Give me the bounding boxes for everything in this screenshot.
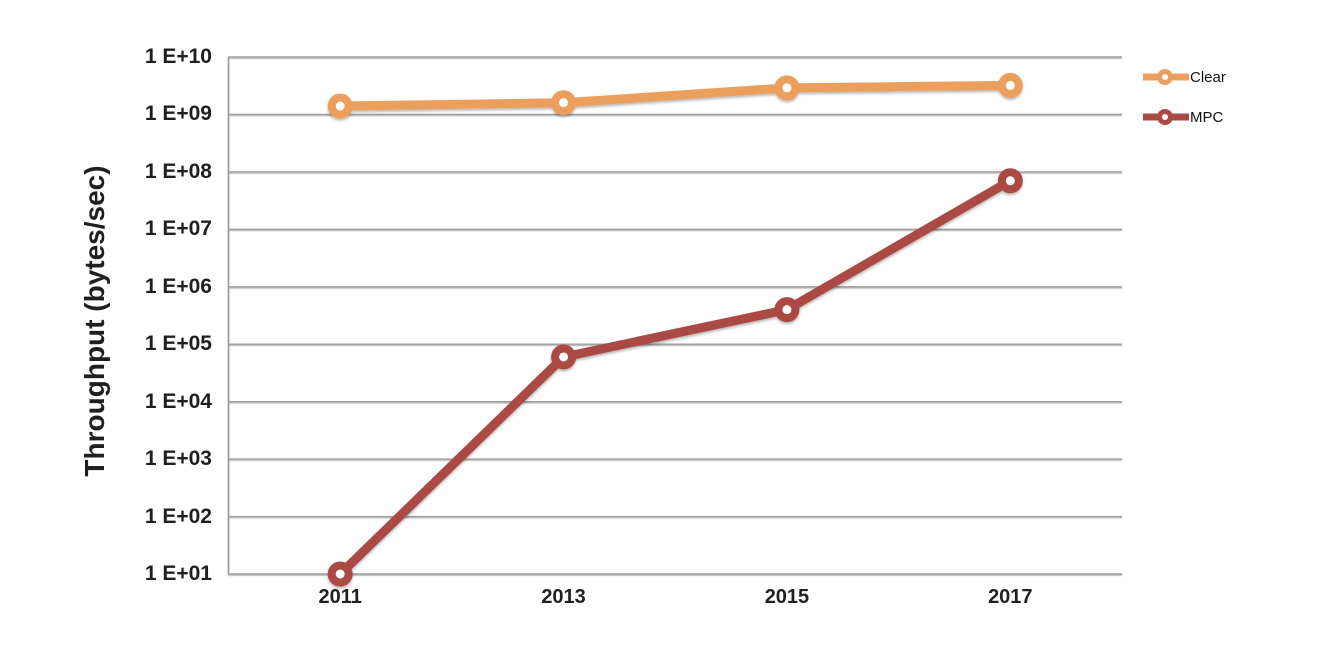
x-tick-label: 2013 (541, 586, 586, 608)
y-tick-label: 1 E+04 (144, 389, 212, 413)
data-point-mpc-2013 (551, 344, 577, 370)
y-tick-label: 1 E+10 (144, 45, 212, 68)
y-tick-label: 1 E+03 (144, 447, 212, 471)
series-line-clear (335, 80, 1015, 111)
y-tick-label: 1 E+09 (144, 102, 212, 126)
y-tick-label: 1 E+02 (144, 504, 212, 528)
data-point-clear-2013 (551, 90, 577, 116)
y-tick-label: 1 E+07 (144, 217, 212, 241)
x-tick-label: 2011 (318, 586, 362, 608)
data-point-clear-2011 (327, 93, 353, 119)
legend-entry-mpc: MPC (1143, 107, 1223, 127)
y-tick-label: 1 E+08 (144, 159, 212, 183)
legend-marker-ring (1157, 69, 1173, 85)
y-tick-label: 1 E+01 (144, 562, 212, 585)
data-point-mpc-2015 (774, 297, 800, 323)
y-axis-title: Throughput (bytes/sec) (79, 165, 110, 477)
series-line-mpc (335, 176, 1015, 579)
legend-label: Clear (1190, 68, 1226, 86)
data-point-mpc-2017 (997, 168, 1023, 194)
data-point-mpc-2011 (327, 561, 353, 587)
series-mpc (327, 168, 1023, 587)
x-tick-label: 2017 (988, 586, 1033, 608)
gridlines (227, 56, 1122, 575)
legend-marker-mpc (1143, 109, 1189, 125)
series-clear (327, 72, 1023, 119)
y-tick-label: 1 E+06 (144, 274, 212, 298)
y-tick-label: 1 E+05 (144, 332, 212, 356)
legend-label: MPC (1190, 108, 1224, 126)
legend-marker-clear (1143, 69, 1189, 85)
legend-marker-ring (1157, 109, 1173, 125)
legend-entry-clear: Clear (1143, 67, 1226, 87)
data-point-clear-2015 (774, 75, 800, 101)
data-point-clear-2017 (997, 72, 1023, 98)
x-tick-label: 2015 (764, 586, 810, 608)
